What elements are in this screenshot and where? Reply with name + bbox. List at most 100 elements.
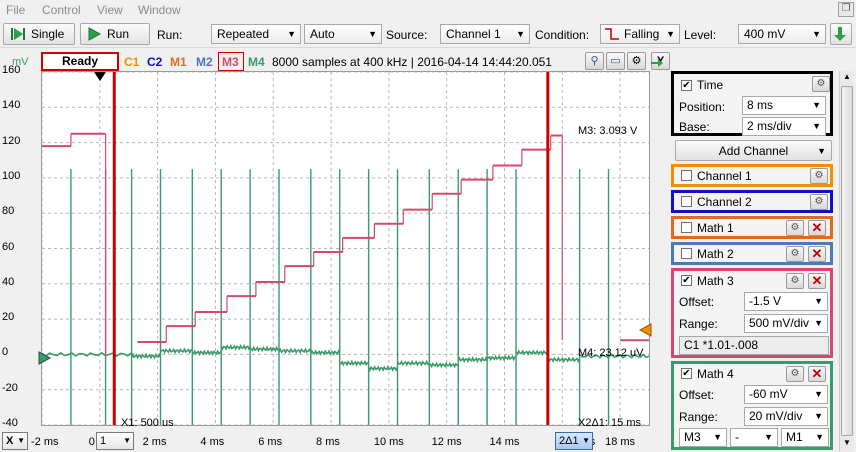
channel1-label: Channel 1 (697, 169, 752, 183)
math3-offset-value: -1.5 V (749, 294, 782, 308)
menu-view[interactable]: View (97, 3, 123, 17)
base-select[interactable]: 2 ms/div ▼ (742, 117, 826, 136)
channel-tag-m3[interactable]: M3 (222, 55, 239, 69)
screenshot-button[interactable]: ▭ (606, 52, 625, 70)
channel-tag-m4[interactable]: M4 (248, 55, 265, 69)
trigger-mode-select[interactable]: Auto ▼ (304, 24, 382, 44)
chevron-down-icon: ▼ (817, 145, 826, 156)
time-settings-button[interactable]: ⚙ (812, 76, 830, 92)
m4-level-segment (249, 345, 280, 353)
source-select[interactable]: Channel 1 ▼ (440, 24, 530, 44)
time-checkbox[interactable]: ✔ (681, 80, 692, 91)
channel1-checkbox[interactable] (681, 170, 692, 181)
chevron-down-icon: ▼ (713, 432, 722, 442)
math1-remove-button[interactable]: ✕ (808, 220, 826, 236)
sample-info: 8000 samples at 400 kHz | 2016-04-14 14:… (272, 55, 552, 69)
scroll-down-icon[interactable]: ▼ (843, 438, 851, 447)
math4-operand-b-select[interactable]: M1 ▼ (781, 428, 829, 447)
chevron-down-icon: ▼ (814, 296, 823, 306)
plot-area[interactable]: M3: 3.093 V M4: 23.12 uV X1: 500 us X2Δ1… (41, 71, 650, 429)
channel-tag-m1[interactable]: M1 (170, 55, 187, 69)
math3-settings-button[interactable]: ⚙ (786, 273, 804, 289)
m4-offset-marker-icon[interactable] (38, 350, 52, 366)
math4-settings-button[interactable]: ⚙ (786, 366, 804, 382)
math4-remove-button[interactable]: ✕ (808, 366, 826, 382)
m3-offset-marker-icon[interactable] (638, 322, 652, 338)
single-button[interactable]: Single (3, 23, 75, 45)
math2-settings-button[interactable]: ⚙ (786, 246, 804, 262)
m4-level-segment (429, 361, 459, 369)
channel2-checkbox[interactable] (681, 196, 692, 207)
chevron-down-icon: ▼ (812, 29, 821, 39)
close-icon: ✕ (811, 220, 823, 235)
single-step-icon (11, 28, 25, 40)
scrollbar-thumb[interactable] (841, 86, 853, 436)
y-tick-label: 20 (2, 311, 15, 324)
scroll-up-icon[interactable]: ▲ (843, 72, 851, 81)
run-mode-select[interactable]: Repeated ▼ (211, 24, 301, 44)
trigger-position-marker-icon[interactable] (93, 71, 107, 83)
math3-checkbox[interactable]: ✔ (681, 275, 692, 286)
cursor-select[interactable]: 1 ▼ (96, 432, 134, 450)
m4-level-segment (396, 359, 430, 367)
math3-expression-input[interactable]: C1 *1.01-.008 (679, 336, 829, 355)
chevron-down-icon: ▼ (666, 29, 675, 39)
position-select[interactable]: 8 ms ▼ (742, 96, 826, 115)
channel1-settings-button[interactable]: ⚙ (810, 168, 828, 184)
math3-remove-button[interactable]: ✕ (808, 273, 826, 289)
status-ready: Ready (41, 52, 119, 71)
m4-level-segment (278, 347, 312, 355)
math4-range-value: 20 mV/div (749, 409, 803, 423)
run-button[interactable]: Run (80, 23, 150, 45)
chevron-down-icon: ▼ (812, 100, 821, 110)
level-apply-button[interactable] (830, 23, 852, 45)
run-mode-label: Run: (157, 28, 183, 42)
m4-level-segment (192, 349, 222, 357)
math3-range-select[interactable]: 500 mV/div ▼ (744, 314, 828, 333)
m4-level-segment (547, 356, 581, 364)
m4-level-segment (220, 343, 251, 351)
math1-checkbox[interactable] (681, 222, 692, 233)
menu-file[interactable]: File (6, 3, 26, 17)
channel-tag-c2[interactable]: C2 (147, 55, 163, 69)
play-icon (88, 27, 101, 41)
menu-control[interactable]: Control (42, 3, 81, 17)
math2-checkbox[interactable] (681, 248, 692, 259)
gear-icon: ⚙ (790, 275, 800, 286)
arrow-right-icon[interactable] (650, 58, 664, 68)
source-value: Channel 1 (446, 27, 501, 41)
base-label: Base: (679, 120, 710, 134)
math4-operator-select[interactable]: - ▼ (730, 428, 778, 447)
panel-scrollbar[interactable]: ▲ ▼ (839, 71, 854, 452)
math4-offset-select[interactable]: -60 mV ▼ (744, 385, 828, 404)
math3-offset-select[interactable]: -1.5 V ▼ (744, 292, 828, 311)
math1-panel: Math 1 ⚙ ✕ (671, 216, 833, 239)
channel-tag-c1[interactable]: C1 (124, 55, 140, 69)
add-channel-label: Add Channel (718, 143, 789, 158)
channel2-label: Channel 2 (697, 195, 752, 209)
time-settings-panel: ✔ Time ⚙ Position: 8 ms ▼ Base: 2 ms/div ▼ (671, 71, 833, 136)
condition-select[interactable]: Falling ▼ (600, 24, 680, 44)
run-button-label: Run (107, 27, 130, 41)
math2-remove-button[interactable]: ✕ (808, 246, 826, 262)
cursor-delta-select[interactable]: 2Δ1 ▼ (555, 432, 593, 450)
x-tick-label: 10 ms (373, 436, 404, 448)
level-value: 400 mV (744, 27, 786, 41)
channel-tag-m2[interactable]: M2 (196, 55, 213, 69)
chevron-down-icon: ▼ (17, 436, 25, 445)
math4-operator-value: - (735, 430, 739, 444)
level-input[interactable]: 400 mV ▼ (738, 24, 826, 44)
math3-label: Math 3 (697, 274, 734, 288)
math4-range-select[interactable]: 20 mV/div ▼ (744, 407, 828, 426)
x-axis-select-value: X (6, 435, 14, 447)
channel2-settings-button[interactable]: ⚙ (810, 194, 828, 210)
math1-settings-button[interactable]: ⚙ (786, 220, 804, 236)
add-channel-button[interactable]: Add Channel ▼ (675, 140, 832, 161)
zoom-button[interactable]: ⚲ (585, 52, 604, 70)
math4-checkbox[interactable]: ✔ (681, 368, 692, 379)
math4-operand-a-select[interactable]: M3 ▼ (679, 428, 727, 447)
window-restore-button[interactable]: ❐ (838, 2, 854, 17)
plot-settings-button[interactable]: ⚙ (627, 52, 646, 70)
menu-window[interactable]: Window (138, 3, 181, 17)
x-axis-select[interactable]: X ▼ (2, 432, 28, 450)
